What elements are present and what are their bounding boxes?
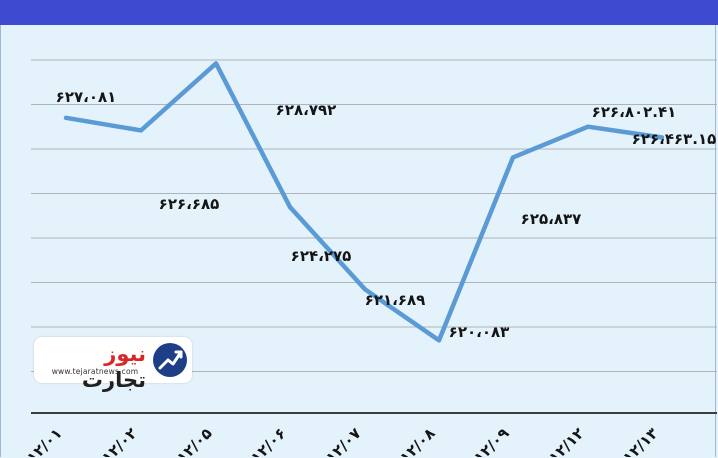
data-label: ۶۲۸،۷۹۲ bbox=[276, 101, 337, 119]
data-label: ۶۲۷،۰۸۱ bbox=[56, 88, 117, 106]
data-label: ۶۲۰،۰۸۳ bbox=[449, 323, 510, 341]
x-tick-label: ۱۲/۰۱ bbox=[23, 424, 66, 457]
data-point bbox=[511, 155, 515, 160]
data-point bbox=[139, 128, 143, 133]
x-tick-label: ۱۲/۰۹ bbox=[470, 424, 513, 457]
x-tick-labels: ۱۲/۰۱ ۱۲/۰۲ ۱۲/۰۵ ۱۲/۰۶ ۱۲/۰۷ ۱۲/۰۸ ۱۲/۰۹ ۱۲/۱۲… bbox=[23, 424, 662, 457]
data-point bbox=[437, 338, 441, 343]
data-point bbox=[288, 205, 292, 210]
logo-name-part1: تجارت bbox=[81, 368, 146, 392]
data-point bbox=[363, 287, 367, 292]
data-label: ۶۲۴،۲۷۵ bbox=[291, 247, 352, 265]
value-labels: ۶۲۷،۰۸۱ ۶۲۶،۶۸۵ ۶۲۸،۷۹۲ ۶۲۴،۲۷۵ ۶۲۱،۶۸۹ ۶۲۰،۰… bbox=[56, 88, 717, 341]
data-point bbox=[660, 135, 664, 140]
data-point bbox=[64, 115, 68, 120]
tejaratnews-logo: نیوز تجارت www.tejaratnews.com bbox=[34, 337, 192, 392]
data-points bbox=[64, 61, 664, 343]
x-tick-label: ۱۲/۱۳ bbox=[619, 424, 662, 457]
data-label: ۶۲۶،۶۸۵ bbox=[159, 195, 220, 213]
data-label: ۶۲۶،۸۰۲.۴۱ bbox=[592, 103, 677, 121]
x-tick-label: ۱۲/۰۷ bbox=[322, 424, 365, 457]
data-label: ۶۲۵،۸۳۷ bbox=[521, 210, 582, 228]
x-tick-label: ۱۲/۰۵ bbox=[173, 424, 216, 457]
chart-frame: ۶۲۷،۰۸۱ ۶۲۶،۶۸۵ ۶۲۸،۷۹۲ ۶۲۴،۲۷۵ ۶۲۱،۶۸۹ ۶۲۰،۰… bbox=[0, 25, 717, 457]
logo-emblem-icon bbox=[153, 343, 187, 377]
gridlines bbox=[31, 59, 717, 372]
x-tick-label: ۱۲/۰۲ bbox=[98, 424, 141, 457]
logo-title: نیوز تجارت bbox=[42, 341, 146, 393]
x-tick-label: ۱۲/۱۲ bbox=[545, 424, 588, 457]
x-tick-label: ۱۲/۰۸ bbox=[396, 424, 439, 457]
title-bar bbox=[0, 0, 718, 25]
data-point bbox=[214, 61, 218, 66]
line-chart: ۶۲۷،۰۸۱ ۶۲۶،۶۸۵ ۶۲۸،۷۹۲ ۶۲۴،۲۷۵ ۶۲۱،۶۸۹ ۶۲۰،۰… bbox=[23, 59, 717, 457]
logo-url: www.tejaratnews.com bbox=[51, 367, 139, 376]
data-label: ۶۲۱،۶۸۹ bbox=[365, 291, 426, 309]
x-tick-label: ۱۲/۰۶ bbox=[247, 424, 290, 457]
data-point bbox=[586, 124, 590, 129]
data-label: ۶۲۶،۴۶۳.۱۵ bbox=[632, 130, 717, 148]
logo-name-part2: نیوز bbox=[104, 342, 146, 366]
